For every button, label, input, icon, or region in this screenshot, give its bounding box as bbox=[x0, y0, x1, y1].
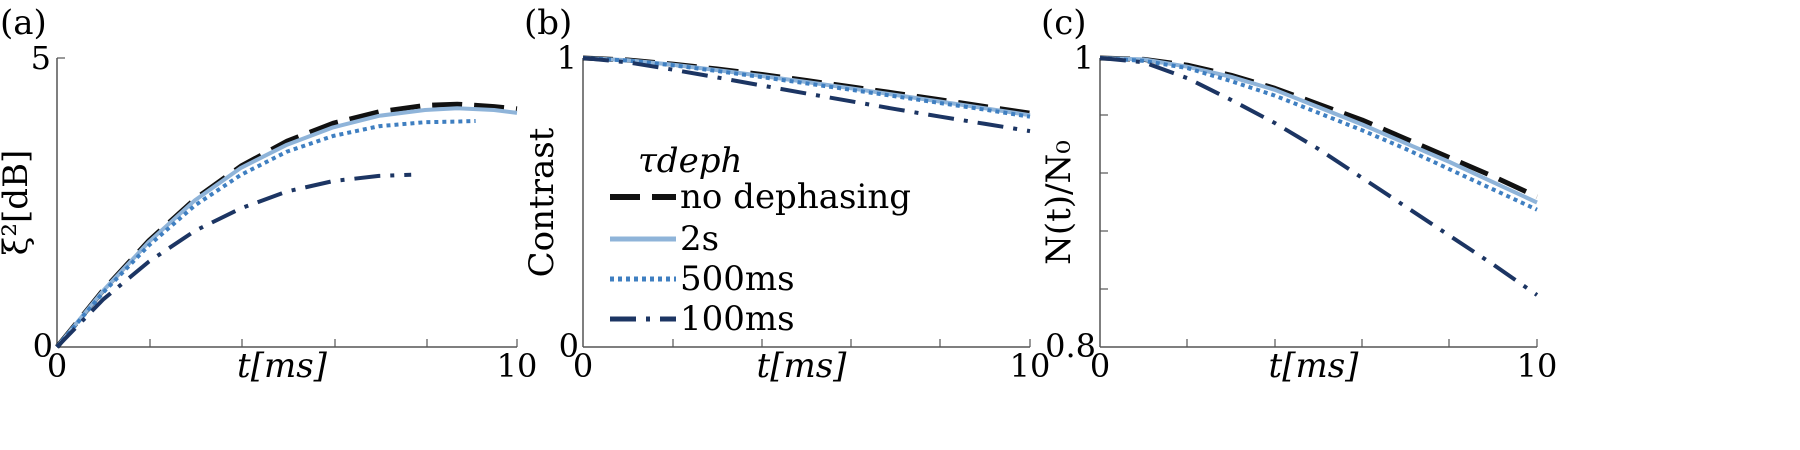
y-axis-label: ξ²[dB] bbox=[0, 150, 36, 256]
legend-label-no-dephasing: no dephasing bbox=[680, 177, 911, 217]
y-tick-label: 0 bbox=[559, 327, 579, 365]
series-line-no-dephasing bbox=[55, 101, 518, 349]
y-tick-label: 0 bbox=[33, 327, 53, 365]
y-axis-label: Contrast bbox=[522, 127, 562, 277]
series-line-500ms bbox=[1099, 56, 1538, 212]
x-tick-label: 10 bbox=[1517, 347, 1558, 385]
panel-label: (a) bbox=[0, 3, 47, 43]
y-axis-label: N(t)/N₀ bbox=[1039, 140, 1079, 265]
legend-label-100ms: 100ms bbox=[680, 299, 795, 339]
legend-label-500ms: 500ms bbox=[680, 259, 795, 299]
panel-label: (c) bbox=[1041, 3, 1087, 43]
series-line-no-dephasing bbox=[1099, 55, 1539, 199]
x-axis-label: t[ms] bbox=[757, 346, 848, 386]
y-tick-label: 1 bbox=[1074, 39, 1094, 77]
x-tick-label: 0 bbox=[1090, 347, 1110, 385]
x-axis-label: t[ms] bbox=[1269, 346, 1360, 386]
x-tick-label: 10 bbox=[1010, 347, 1051, 385]
y-tick-label: 0.8 bbox=[1045, 327, 1096, 365]
series-line-100ms bbox=[1099, 56, 1539, 297]
series-line-2s bbox=[55, 106, 518, 349]
series-line-500ms bbox=[55, 119, 476, 349]
panel-c: (c) 0 10 0.8 1 t[ms] N(t)/N₀ bbox=[1039, 3, 1557, 386]
legend-label-2s: 2s bbox=[680, 219, 719, 259]
x-tick-label: 0 bbox=[47, 347, 67, 385]
y-tick-label: 1 bbox=[557, 39, 577, 77]
series-line-100ms bbox=[582, 56, 1031, 134]
x-tick-label: 10 bbox=[497, 347, 538, 385]
x-axis-label: t[ms] bbox=[237, 346, 328, 386]
series-line-500ms bbox=[582, 56, 1031, 119]
legend-title: τdeph bbox=[638, 141, 742, 181]
series-line-100ms bbox=[55, 172, 412, 349]
x-tick-label: 0 bbox=[573, 347, 593, 385]
panel-a: (a) 0 10 0 5 t[ms] ξ²[dB] bbox=[0, 3, 537, 386]
y-tick-label: 5 bbox=[31, 39, 51, 77]
panel-label: (b) bbox=[524, 3, 572, 43]
